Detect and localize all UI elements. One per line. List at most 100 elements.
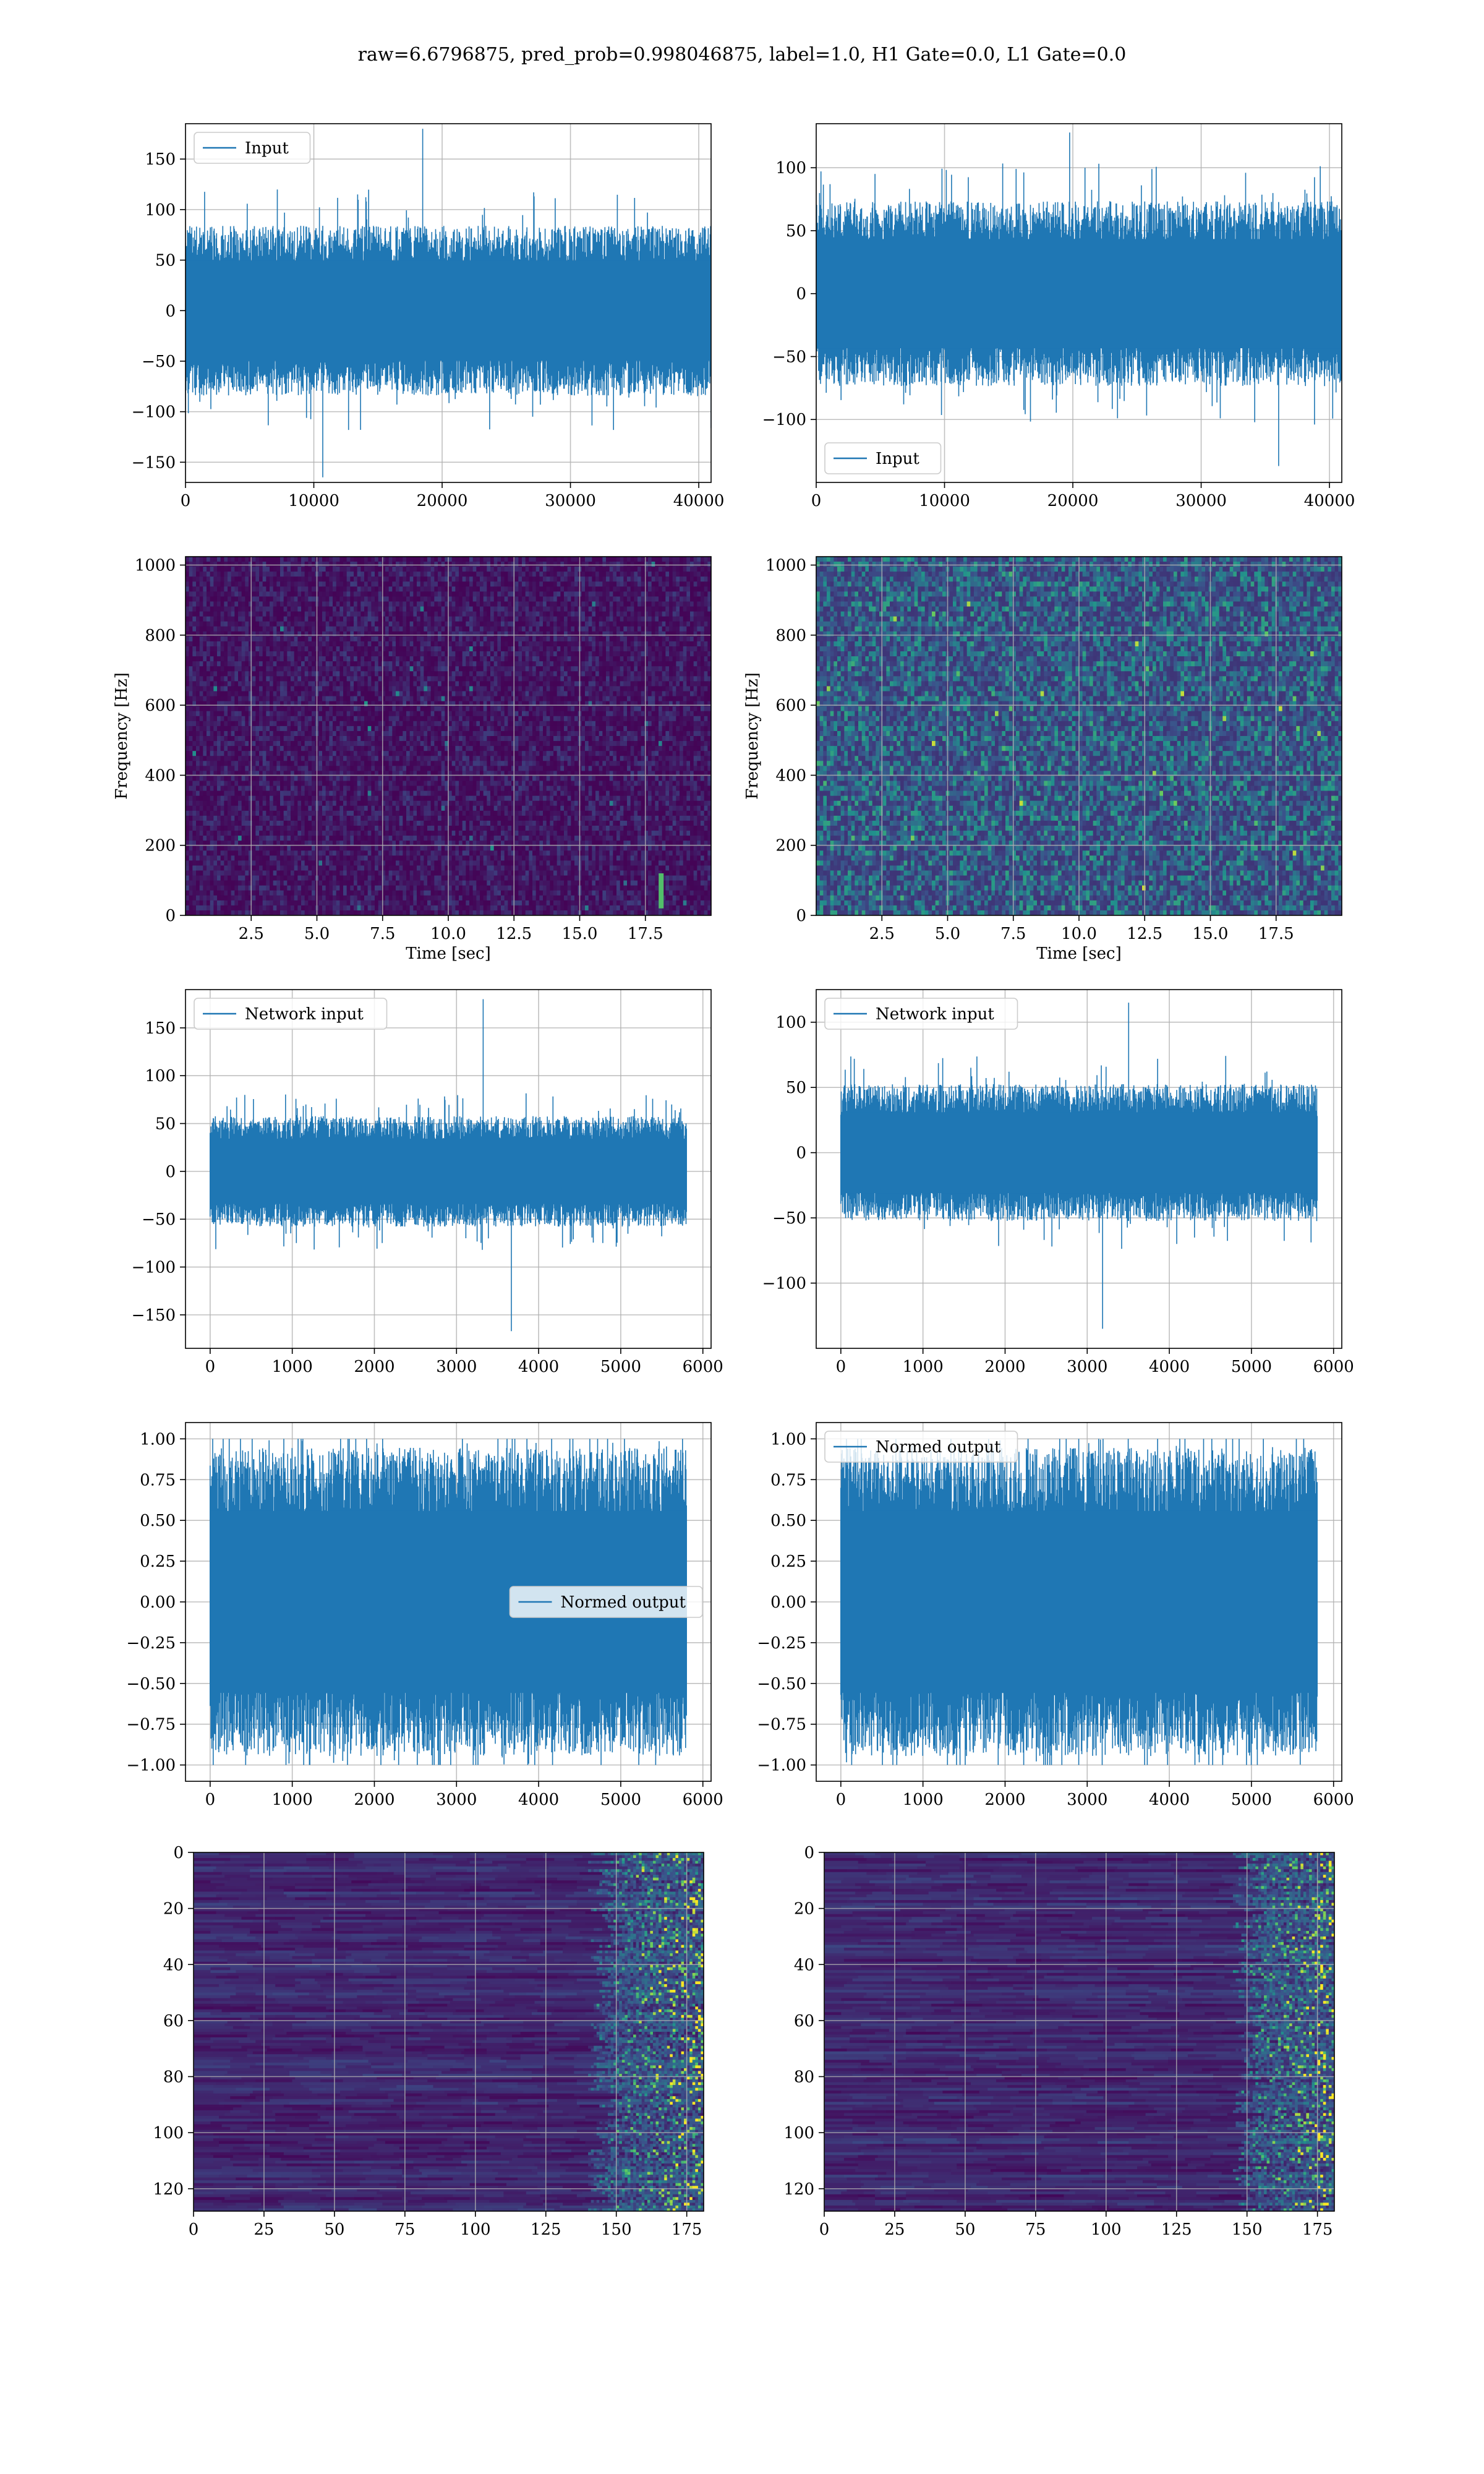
spectrogram-cell xyxy=(539,557,544,562)
spectrogram-cell xyxy=(602,686,607,691)
spectrogram-cell xyxy=(472,646,477,652)
spectrogram-cell xyxy=(451,706,456,712)
spectrogram-cell xyxy=(571,576,575,582)
spectrogram-cell xyxy=(620,666,624,672)
spectrogram-cell xyxy=(245,586,249,592)
spectrogram-cell xyxy=(680,581,684,587)
spectrogram-cell xyxy=(438,606,442,612)
spectrogram-cell xyxy=(262,716,267,722)
spectrogram-cell xyxy=(357,631,361,637)
spectrogram-cell xyxy=(283,691,288,697)
spectrogram-cell xyxy=(375,611,379,617)
spectrogram-cell xyxy=(413,681,417,687)
spectrogram-cell xyxy=(301,586,305,592)
spectrogram-cell xyxy=(283,562,288,567)
spectrogram-cell xyxy=(287,631,291,637)
spectrogram-cell xyxy=(532,636,537,642)
spectrogram-cell xyxy=(448,711,453,717)
spectrogram-cell xyxy=(329,576,333,582)
spectrogram-cell xyxy=(255,596,260,602)
spectrogram-cell xyxy=(641,576,645,582)
spectrogram-cell xyxy=(585,581,589,587)
spectrogram-cell xyxy=(241,681,245,687)
spectrogram-cell xyxy=(504,651,508,657)
spectrogram-cell xyxy=(360,611,365,617)
spectrogram-cell xyxy=(462,562,466,567)
spectrogram-cell xyxy=(592,586,596,592)
spectrogram-cell xyxy=(493,626,498,632)
spectrogram-cell xyxy=(301,606,305,612)
spectrogram-cell xyxy=(620,596,624,602)
spectrogram-cell xyxy=(430,716,435,722)
spectrogram-cell xyxy=(508,686,512,691)
spectrogram-cell xyxy=(560,576,565,582)
spectrogram-cell xyxy=(480,711,484,717)
spectrogram-cell xyxy=(318,616,323,622)
spectrogram-cell xyxy=(571,666,575,672)
spectrogram-cell xyxy=(336,701,340,707)
spectrogram-cell xyxy=(238,581,242,587)
spectrogram-cell xyxy=(606,571,610,577)
spectrogram-cell xyxy=(462,567,466,572)
spectrogram-cell xyxy=(648,631,652,637)
spectrogram-cell xyxy=(294,606,298,612)
spectrogram-cell xyxy=(420,562,424,567)
spectrogram-cell xyxy=(417,656,421,662)
spectrogram-cell xyxy=(364,631,369,637)
spectrogram-cell xyxy=(644,557,649,562)
spectrogram-cell xyxy=(207,711,211,717)
spectrogram-cell xyxy=(228,596,232,602)
spectrogram-cell xyxy=(606,611,610,617)
spectrogram-cell xyxy=(602,576,607,582)
spectrogram-cell xyxy=(249,691,253,697)
spectrogram-cell xyxy=(623,661,628,667)
spectrogram-cell xyxy=(655,596,659,602)
spectrogram-cell xyxy=(417,711,421,717)
spectrogram-cell xyxy=(522,586,526,592)
spectrogram-cell xyxy=(627,641,631,647)
spectrogram-cell xyxy=(228,621,232,627)
spectrogram-cell xyxy=(459,651,463,657)
spectrogram-cell xyxy=(213,626,218,632)
spectrogram-cell xyxy=(556,641,561,647)
spectrogram-cell xyxy=(255,611,260,617)
spectrogram-cell xyxy=(662,626,666,632)
spectrogram-cell xyxy=(644,661,649,667)
spectrogram-cell xyxy=(472,591,477,597)
spectrogram-cell xyxy=(294,616,298,622)
spectrogram-cell xyxy=(585,631,589,637)
spectrogram-cell xyxy=(641,626,645,632)
spectrogram-cell xyxy=(189,567,193,572)
spectrogram-cell xyxy=(623,576,628,582)
spectrogram-cell xyxy=(291,562,295,567)
spectrogram-cell xyxy=(669,596,673,602)
spectrogram-cell xyxy=(420,706,424,712)
spectrogram-cell xyxy=(210,611,214,617)
spectrogram-cell xyxy=(676,601,680,607)
spectrogram-cell xyxy=(217,631,221,637)
spectrogram-cell xyxy=(665,696,670,702)
spectrogram-cell xyxy=(490,686,495,691)
spectrogram-cell xyxy=(276,656,281,662)
spectrogram-cell xyxy=(273,686,277,691)
spectrogram-cell xyxy=(672,557,676,562)
spectrogram-cell xyxy=(210,681,214,687)
spectrogram-cell xyxy=(186,636,190,642)
spectrogram-cell xyxy=(406,661,411,667)
spectrogram-cell xyxy=(203,601,207,607)
spectrogram-cell xyxy=(556,696,561,702)
spectrogram-cell xyxy=(606,621,610,627)
spectrogram-cell xyxy=(676,636,680,642)
spectrogram-cell xyxy=(207,646,211,652)
spectrogram-cell xyxy=(249,716,253,722)
spectrogram-cell xyxy=(472,567,477,572)
spectrogram-cell xyxy=(287,621,291,627)
spectrogram-cell xyxy=(701,616,705,622)
spectrogram-cell xyxy=(420,576,424,582)
spectrogram-cell xyxy=(609,576,613,582)
spectrogram-cell xyxy=(399,596,403,602)
spectrogram-cell xyxy=(231,601,235,607)
spectrogram-cell xyxy=(560,601,565,607)
spectrogram-cell xyxy=(406,711,411,717)
spectrogram-cell xyxy=(273,656,277,662)
